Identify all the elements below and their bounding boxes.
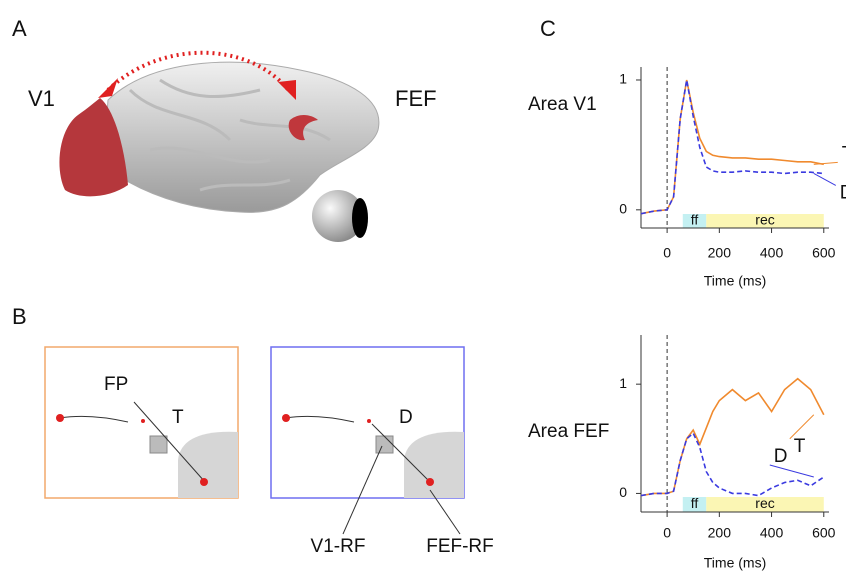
period-label: rec	[755, 212, 774, 228]
x-tick-label: 200	[708, 245, 732, 261]
v1-rf	[376, 436, 393, 453]
x-tick-label: 0	[663, 525, 671, 541]
target-dot	[200, 478, 208, 486]
y-tick-label: 0	[619, 484, 627, 500]
panel-label: A	[12, 16, 27, 41]
target-dot	[426, 478, 434, 486]
y-tick-label: 0	[619, 201, 627, 217]
fixation-dot	[56, 414, 64, 422]
period-label: rec	[755, 495, 774, 511]
diagram-label: D	[399, 407, 413, 428]
x-tick-label: 0	[663, 245, 671, 261]
series-line	[641, 80, 824, 214]
row-title: Area FEF	[528, 421, 609, 442]
figure: A V1 FEF B FP T D V1-RF FEF-RF C Area V1…	[0, 0, 846, 572]
series-label: T	[794, 436, 806, 457]
x-tick-label: 400	[760, 245, 784, 261]
x-axis-label: Time (ms)	[704, 273, 766, 289]
series-label: D	[774, 446, 788, 467]
series-line	[641, 80, 824, 214]
period-label: ff	[691, 212, 699, 228]
x-tick-label: 600	[812, 525, 836, 541]
series-label: D	[840, 182, 846, 203]
fixation-dot	[282, 414, 290, 422]
diagram-label: FEF-RF	[426, 536, 494, 557]
fp-dot	[367, 419, 371, 423]
diagram-label: FP	[104, 374, 128, 395]
x-axis-label: Time (ms)	[704, 555, 766, 571]
y-tick-label: 1	[619, 71, 627, 87]
period-label: ff	[691, 495, 699, 511]
series-leader	[814, 173, 836, 185]
pupil	[352, 198, 368, 238]
x-tick-label: 200	[708, 525, 732, 541]
v1-rf	[150, 436, 167, 453]
series-label: T	[842, 143, 846, 164]
y-tick-label: 1	[619, 375, 627, 391]
x-tick-label: 400	[760, 525, 784, 541]
brain	[107, 62, 378, 212]
x-tick-label: 600	[812, 245, 836, 261]
fp-dot	[141, 419, 145, 423]
area-label: FEF	[395, 86, 437, 111]
panel-label: B	[12, 304, 27, 329]
area-label: V1	[28, 86, 55, 111]
panel-label: C	[540, 16, 556, 41]
diagram-label: V1-RF	[311, 536, 366, 557]
row-title: Area V1	[528, 94, 597, 115]
diagram-label: T	[172, 407, 184, 428]
